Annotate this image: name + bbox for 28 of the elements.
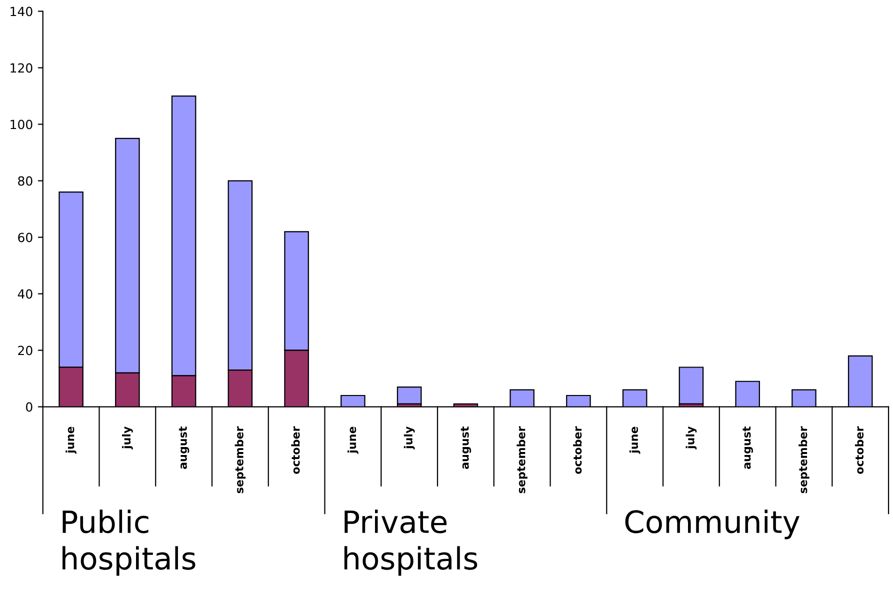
text: Public hospitals [62, 510, 196, 576]
x-tick-label: june [348, 426, 358, 454]
x-tick-label: august [460, 426, 472, 469]
x-tick-label: july [404, 426, 415, 450]
x-tick-label: october [291, 426, 300, 474]
x-tick-label: september [798, 426, 810, 494]
x-tick-label: august [178, 426, 190, 469]
text: Private hospitals [344, 510, 478, 576]
x-tick-label: september [516, 426, 528, 494]
y-tick-label: 140 [10, 6, 32, 16]
y-tick-label: 20 [18, 346, 32, 356]
y-tick-label: 40 [18, 289, 32, 299]
y-tick-label: 80 [18, 176, 32, 186]
text: Community [625, 510, 800, 540]
x-tick-label: july [122, 426, 133, 450]
y-tick-label: 0 [26, 402, 32, 412]
x-tick-label: october [854, 426, 864, 474]
x-tick-label: june [629, 426, 640, 454]
y-tick-label: 120 [10, 63, 32, 73]
x-tick-label: june [66, 426, 76, 454]
x-tick-label: september [234, 426, 246, 494]
x-tick-label: july [686, 426, 697, 450]
bar [396, 386, 422, 405]
y-tick-label: 60 [18, 232, 32, 242]
y-tick-label: 100 [10, 120, 32, 130]
x-tick-label: october [573, 426, 582, 474]
x-tick-label: august [742, 426, 753, 469]
bar [678, 366, 704, 405]
